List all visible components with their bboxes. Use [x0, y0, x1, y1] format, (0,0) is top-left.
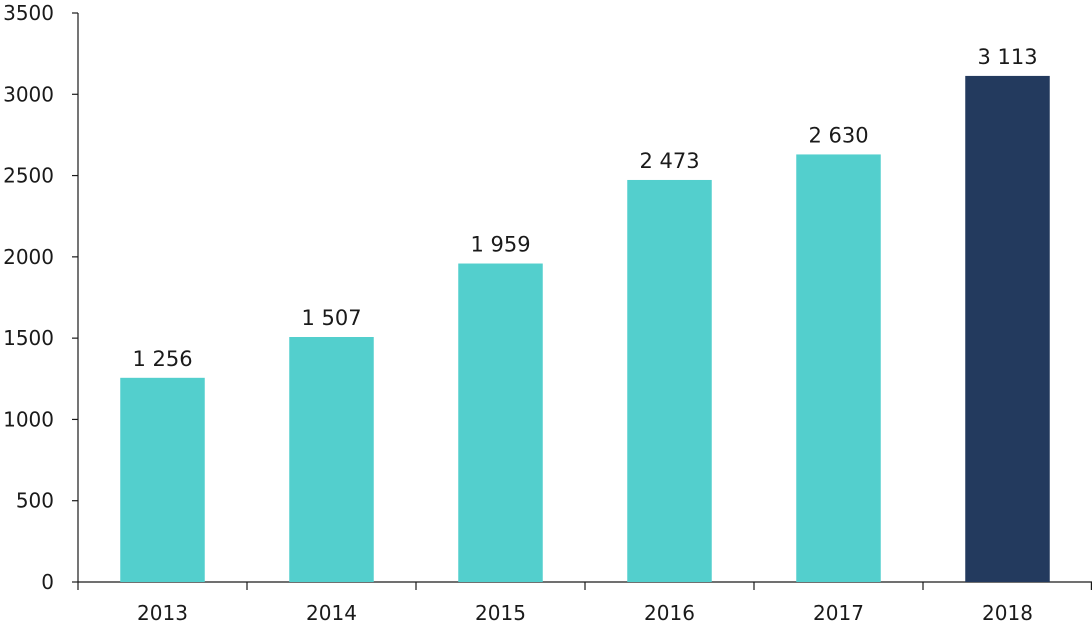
- bar-2014: [289, 337, 374, 582]
- y-tick-label: 500: [16, 489, 54, 513]
- data-labels: 1 256 1 507 1 959 2 473 2 630 3 113: [132, 45, 1037, 371]
- data-label-2013: 1 256: [132, 347, 192, 371]
- x-tick-label: 2014: [306, 601, 357, 625]
- y-axis: 0 500 1000 1500 2000 2500 3000 3500: [3, 1, 79, 594]
- data-label-2018: 3 113: [977, 45, 1037, 69]
- x-tick-label: 2018: [982, 601, 1033, 625]
- bar-2016: [627, 179, 712, 582]
- x-tick-label: 2017: [813, 601, 864, 625]
- y-tick-label: 1500: [3, 326, 54, 350]
- y-tick-label: 2000: [3, 245, 54, 269]
- x-tick-label: 2013: [137, 601, 188, 625]
- bar-2013: [120, 377, 205, 582]
- data-label-2017: 2 630: [808, 123, 868, 147]
- y-tick-label: 3500: [3, 1, 54, 25]
- y-tick-label: 0: [41, 570, 54, 594]
- bar-2015: [458, 263, 543, 582]
- bar-2017: [796, 154, 881, 583]
- data-label-2015: 1 959: [470, 233, 530, 257]
- y-tick-label: 2500: [3, 164, 54, 188]
- x-tick-label: 2015: [475, 601, 526, 625]
- data-label-2016: 2 473: [639, 149, 699, 173]
- data-label-2014: 1 507: [301, 306, 361, 330]
- x-tick-label: 2016: [644, 601, 695, 625]
- bars: [120, 75, 1050, 583]
- y-tick-label: 1000: [3, 407, 54, 431]
- y-tick-label: 3000: [3, 82, 54, 106]
- x-axis: 2013 2014 2015 2016 2017 2018: [77, 581, 1092, 625]
- bar-2018: [965, 75, 1050, 582]
